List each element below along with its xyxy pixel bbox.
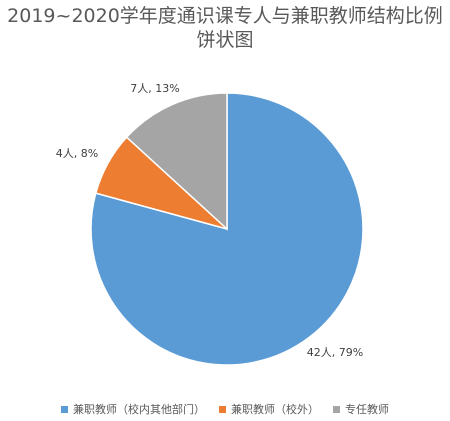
chart-title: 2019~2020学年度通识课专人与兼职教师结构比例 饼状图 xyxy=(7,5,443,51)
legend-swatch-1 xyxy=(219,405,226,413)
data-label-2: 7人, 13% xyxy=(130,82,179,95)
legend-swatch-0 xyxy=(61,405,68,413)
chart-legend: 兼职教师（校内其他部门） 兼职教师（校外） 专任教师 xyxy=(0,399,450,419)
legend-label-2: 专任教师 xyxy=(345,403,389,416)
legend-item-1: 兼职教师（校外） xyxy=(219,401,319,417)
legend-item-2: 专任教师 xyxy=(333,401,389,417)
legend-label-1: 兼职教师（校外） xyxy=(231,403,319,416)
legend-item-0: 兼职教师（校内其他部门） xyxy=(61,401,205,417)
legend-swatch-2 xyxy=(333,405,340,413)
pie-slice-2 xyxy=(125,92,228,231)
legend-label-0: 兼职教师（校内其他部门） xyxy=(73,403,205,416)
data-label-0: 42人, 79% xyxy=(307,346,363,359)
data-label-1: 4人, 8% xyxy=(56,147,98,160)
